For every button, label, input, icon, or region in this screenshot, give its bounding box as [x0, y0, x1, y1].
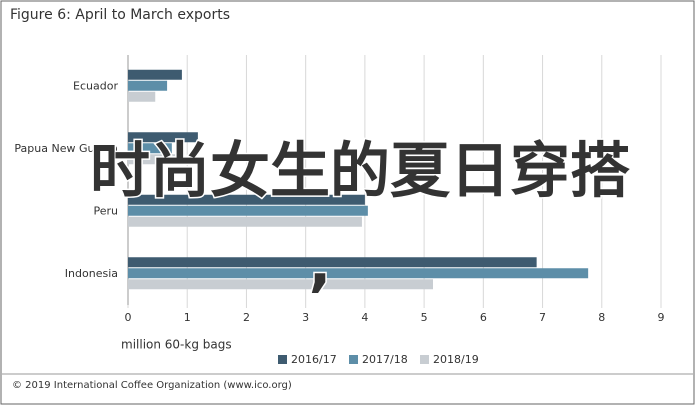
- bar: [128, 143, 172, 154]
- legend-swatch: [420, 355, 429, 364]
- bar: [128, 154, 181, 165]
- y-tick-label: Ecuador: [73, 79, 118, 92]
- x-tick-label: 9: [658, 311, 665, 324]
- bar: [128, 80, 168, 91]
- y-tick-label: Peru: [93, 204, 118, 217]
- bar: [128, 91, 156, 102]
- bar: [128, 69, 182, 80]
- bar: [128, 268, 589, 279]
- y-tick-label: Indonesia: [65, 267, 118, 280]
- chart-title: Figure 6: April to March exports: [10, 7, 230, 23]
- legend-label: 2018/19: [433, 353, 479, 366]
- x-tick-label: 8: [598, 311, 605, 324]
- bar: [128, 132, 198, 143]
- legend-label: 2017/18: [362, 353, 408, 366]
- x-tick-label: 2: [243, 311, 250, 324]
- overlay-text: 时尚女生的夏日穿搭: [90, 137, 630, 207]
- x-tick-label: 3: [302, 311, 309, 324]
- x-tick-label: 5: [421, 311, 428, 324]
- bar: [128, 257, 537, 268]
- bar: [128, 216, 362, 227]
- source-note: © 2019 International Coffee Organization…: [12, 380, 292, 391]
- bar: [128, 194, 365, 205]
- x-tick-label: 4: [361, 311, 368, 324]
- x-axis-label: million 60-kg bags: [121, 338, 232, 352]
- y-tick-label: Papua New Guinea: [14, 142, 118, 155]
- overlay-mark: ,: [309, 230, 332, 300]
- bar: [128, 279, 433, 290]
- x-tick-label: 6: [480, 311, 487, 324]
- x-tick-label: 7: [539, 311, 546, 324]
- legend-swatch: [278, 355, 287, 364]
- x-tick-label: 1: [184, 311, 191, 324]
- legend-label: 2016/17: [291, 353, 337, 366]
- x-tick-label: 0: [125, 311, 132, 324]
- bar: [128, 205, 368, 216]
- legend-swatch: [349, 355, 358, 364]
